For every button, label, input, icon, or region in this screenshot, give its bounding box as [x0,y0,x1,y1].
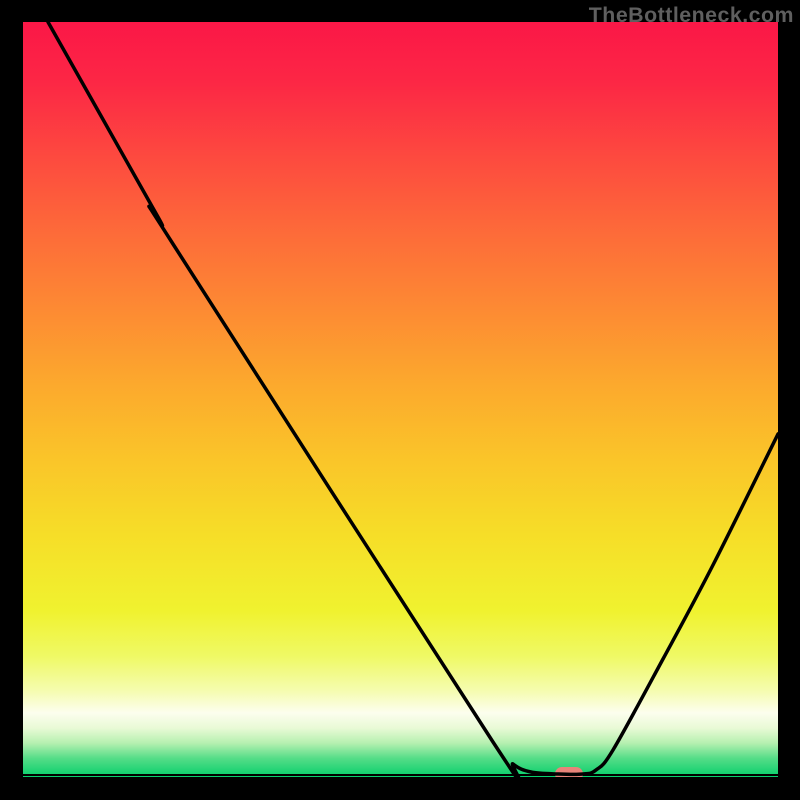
chart-container: TheBottleneck.com [0,0,800,800]
watermark-text: TheBottleneck.com [589,3,794,28]
bottleneck-curve [48,22,778,777]
plot-area [23,22,778,777]
curve-layer [23,22,778,777]
